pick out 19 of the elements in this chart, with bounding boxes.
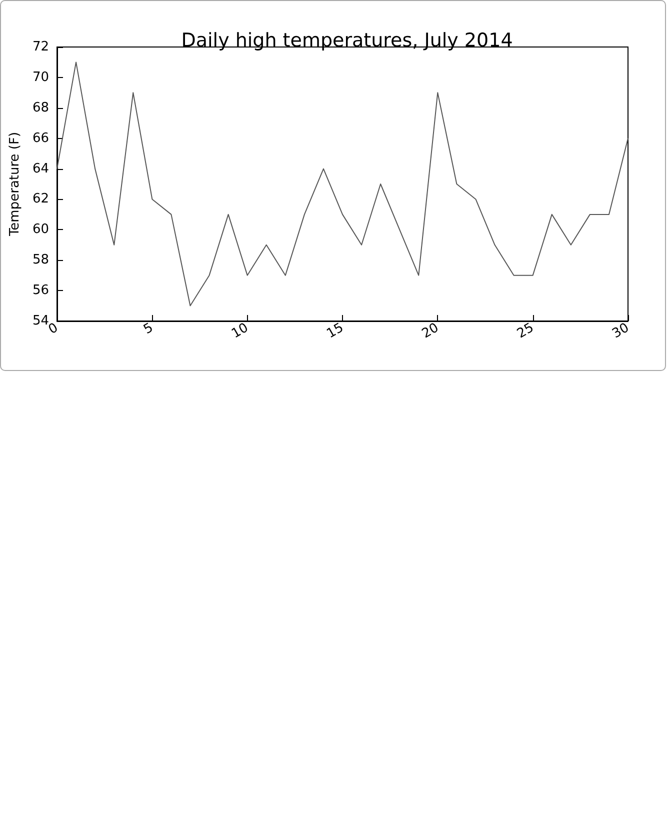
line-series [56,62,628,306]
x-tick-label: 5 [141,320,156,338]
y-tick-label: 64 [32,161,49,176]
x-tick-label: 10 [229,320,252,342]
y-tick-label: 62 [32,192,49,207]
y-axis-title: Temperature (F) [8,132,23,238]
x-tick-label: 30 [610,320,632,342]
chart-title: Daily high temperatures, July 2014 [181,30,513,52]
y-tick-label: 66 [32,130,49,146]
x-tick-label: 25 [514,320,537,342]
x-tick-label: 20 [420,320,442,342]
y-tick-label: 60 [32,222,49,238]
y-tick-label: 70 [32,70,49,85]
y-tick-label: 54 [32,314,49,328]
y-tick-label: 56 [32,283,49,298]
x-tick-label: 15 [324,320,346,342]
y-tick-label: 68 [32,100,49,116]
y-tick-label: 72 [32,40,49,54]
y-tick-label: 58 [32,252,49,268]
